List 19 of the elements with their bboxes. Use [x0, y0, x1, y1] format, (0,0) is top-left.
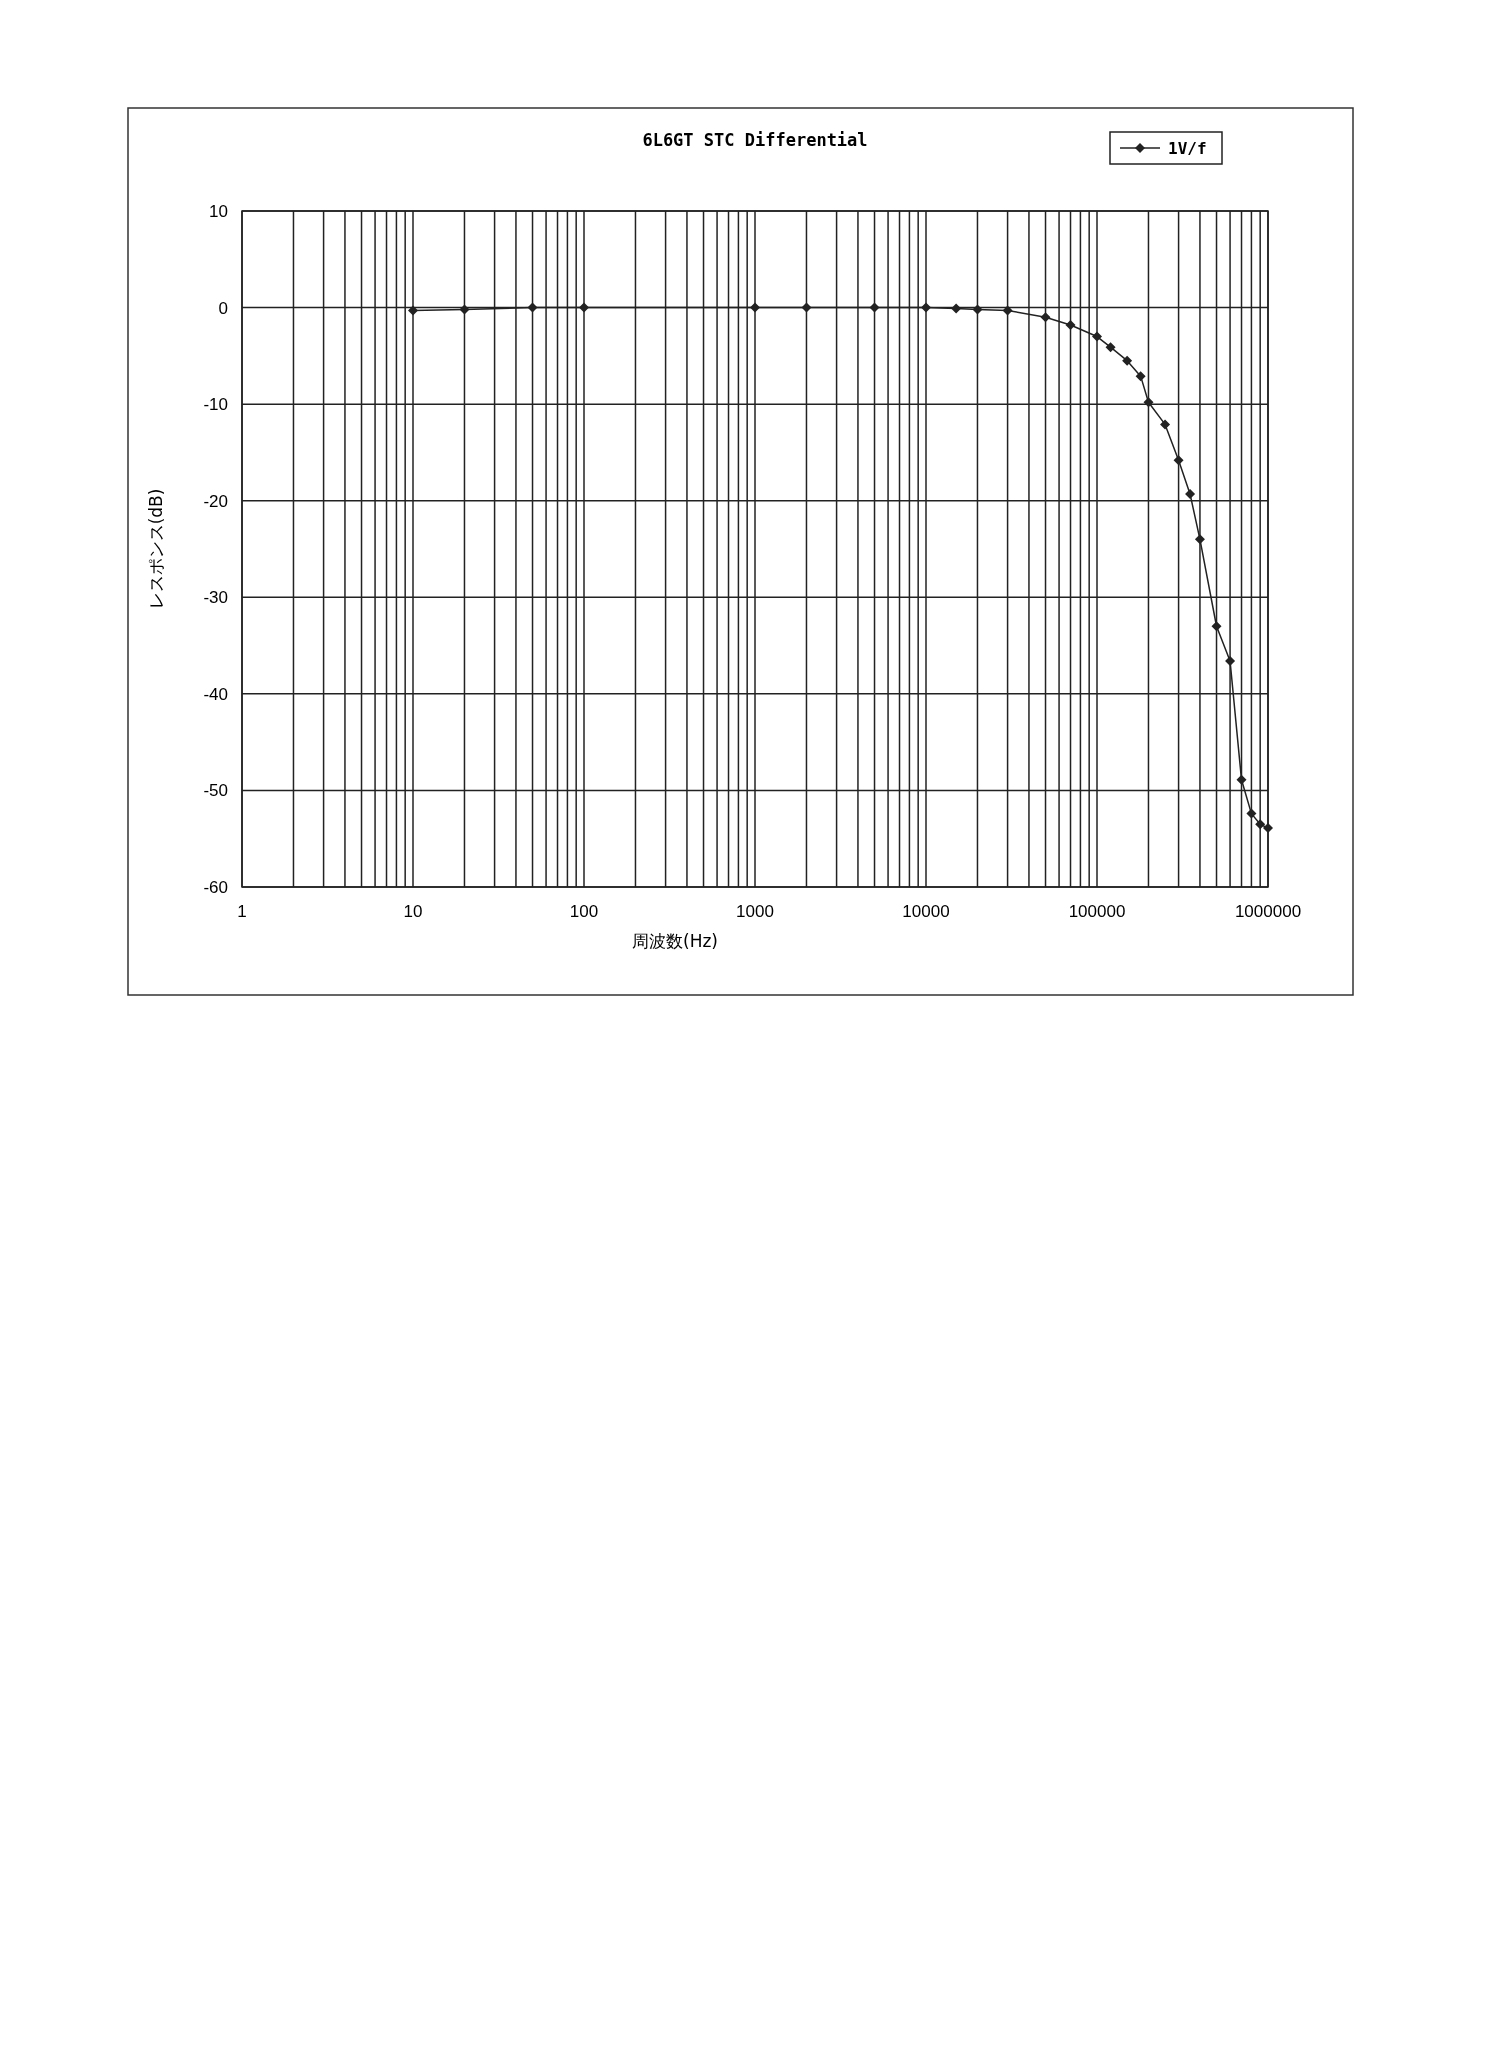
x-tick-label: 1 [237, 902, 247, 921]
x-tick-label: 100 [569, 902, 599, 921]
y-tick-label: -30 [203, 588, 228, 608]
y-tick-label: -20 [203, 491, 228, 511]
x-axis-title: 周波数(Hz) [632, 931, 718, 951]
x-tick-label: 1000000 [1234, 902, 1302, 921]
legend-label: 1V/f [1168, 138, 1207, 158]
y-axis-title: レスポンス(dB) [146, 488, 166, 610]
y-tick-label: -60 [203, 877, 228, 897]
y-tick-label: 10 [209, 201, 228, 221]
y-tick-label: -10 [203, 395, 228, 415]
y-tick-label: -50 [203, 781, 228, 801]
chart-title: 6L6GT STC Differential [642, 130, 868, 150]
x-tick-label: 100000 [1068, 902, 1126, 921]
x-tick-label: 10 [403, 902, 423, 921]
y-tick-label: -40 [203, 684, 228, 704]
x-tick-label: 10000 [902, 902, 950, 921]
y-tick-label: 0 [218, 298, 228, 318]
x-tick-label: 1000 [736, 902, 774, 921]
